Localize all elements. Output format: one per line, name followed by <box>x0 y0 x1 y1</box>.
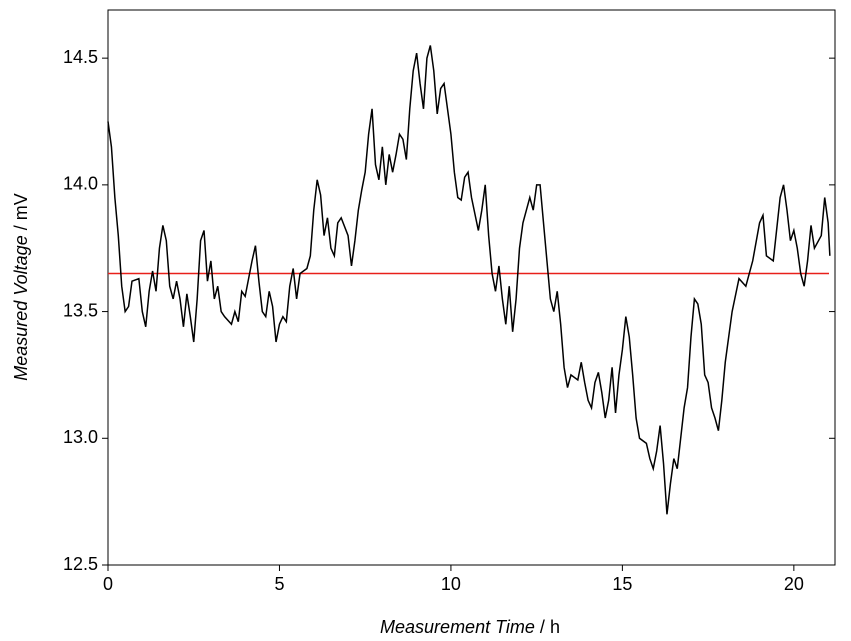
plot-frame <box>107 9 836 566</box>
y-tick-label: 14.5 <box>63 47 98 67</box>
y-label-unit: mV <box>11 193 31 220</box>
y-tick-label: 12.5 <box>63 554 98 574</box>
y-tick-label: 13.0 <box>63 427 98 447</box>
x-tick-label: 20 <box>784 574 804 594</box>
x-label-quantity: Measurement Time <box>380 617 535 637</box>
y-label-quantity: Measured Voltage <box>11 235 31 380</box>
x-tick-label: 0 <box>103 574 113 594</box>
y-label-separator: / <box>11 220 31 235</box>
y-tick-label: 14.0 <box>63 174 98 194</box>
data-line <box>107 45 831 515</box>
x-tick-label: 15 <box>612 574 632 594</box>
x-label-unit: h <box>550 617 560 637</box>
x-tick-label: 5 <box>274 574 284 594</box>
x-axis-label: Measurement Time / h <box>380 617 560 637</box>
y-axis-label: Measured Voltage / mV <box>11 193 31 380</box>
x-tick-label: 10 <box>441 574 461 594</box>
y-tick-label: 13.5 <box>63 300 98 320</box>
x-label-separator: / <box>535 617 550 637</box>
